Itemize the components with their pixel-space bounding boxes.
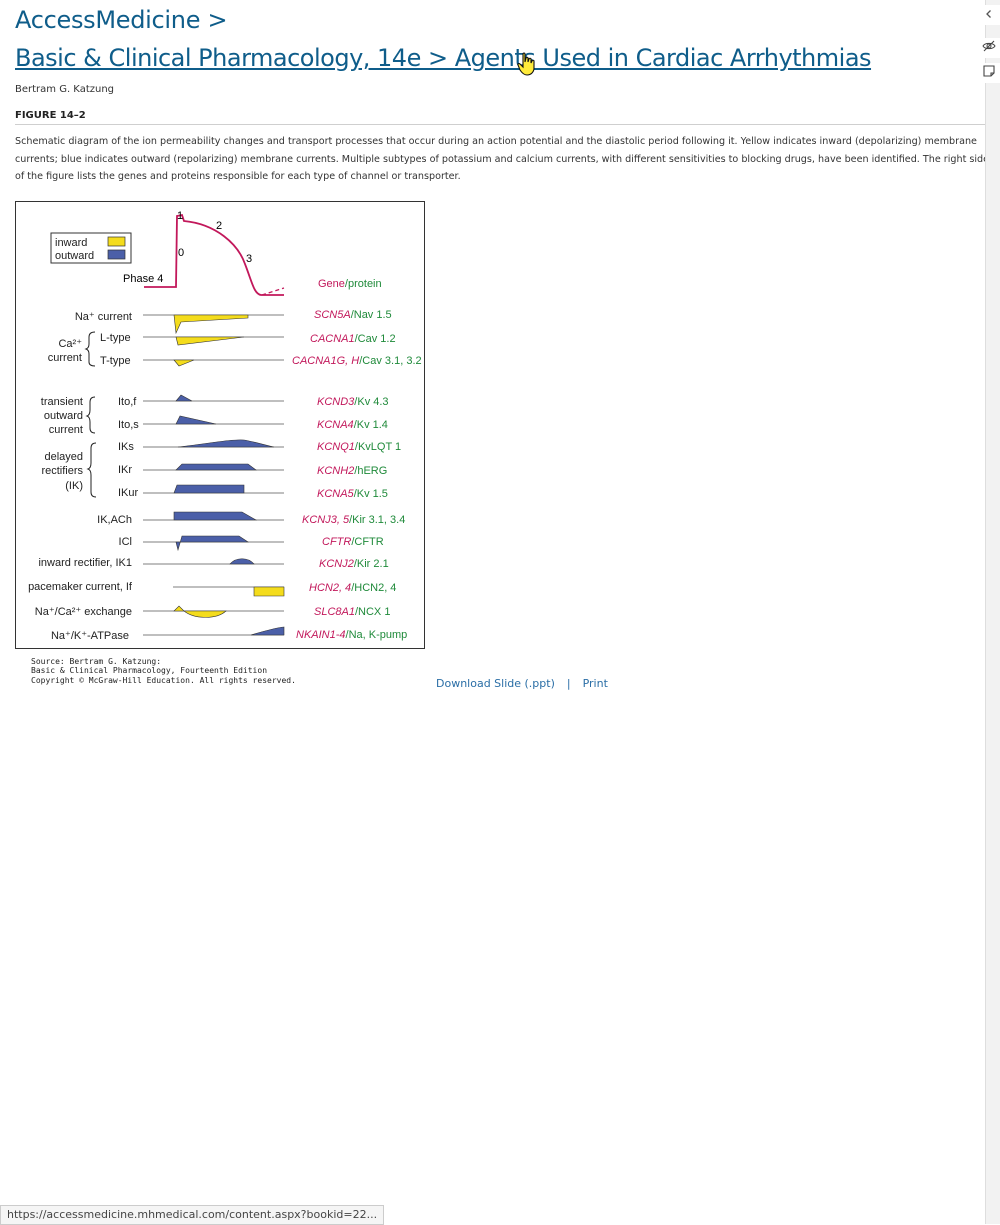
gene-hcn: HCN2, 4/HCN2, 4	[309, 582, 396, 594]
ca-t-type-shape	[173, 359, 195, 367]
iks-shape	[177, 439, 275, 448]
legend-outward-label: outward	[55, 250, 94, 262]
ik-ach-shape	[173, 511, 258, 521]
action-potential-trace	[144, 213, 284, 296]
ito-f-shape	[175, 394, 193, 402]
phase-1-label: 1	[177, 210, 183, 222]
hide-button[interactable]	[978, 38, 1000, 58]
gene-nkain: NKAIN1-4/Na, K-pump	[296, 629, 407, 641]
label-rectifiers: rectifiers	[41, 465, 83, 477]
legend-outward-swatch	[107, 249, 126, 260]
legend-inward-label: inward	[55, 237, 87, 249]
download-slide-link[interactable]: Download Slide (.ppt)	[436, 677, 555, 690]
status-bar-url: https://accessmedicine.mhmedical.com/con…	[0, 1205, 385, 1225]
ion-channel-diagram: inward outward 1 2 0 3 Phase 4 Gene/prot…	[28, 210, 422, 642]
legend-inward-swatch	[107, 236, 126, 247]
ca-l-type-shape	[175, 336, 245, 346]
label-iks: IKs	[118, 441, 134, 453]
separator: |	[566, 677, 571, 690]
phase-0-label: 0	[178, 247, 184, 259]
phase-4-label: Phase 4	[123, 273, 163, 285]
gene-slc8a1: SLC8A1/NCX 1	[314, 606, 390, 618]
divider	[15, 124, 1000, 125]
delayed-brace	[86, 442, 97, 498]
label-ncx: Na⁺/Ca²⁺ exchange	[35, 606, 132, 618]
gene-cftr: CFTR/CFTR	[322, 536, 384, 548]
source-line: Copyright © McGraw-Hill Education. All r…	[31, 675, 296, 685]
na-current-shape	[173, 314, 249, 335]
gene-kcnd3: KCND3/Kv 4.3	[317, 396, 389, 408]
note-button[interactable]	[978, 63, 1000, 83]
label-t-type: T-type	[100, 355, 131, 367]
gene-kcnq1: KCNQ1/KvLQT 1	[317, 441, 401, 453]
ito-s-shape	[175, 415, 217, 425]
pacemaker-depolarization-trace	[261, 287, 285, 296]
label-na-current: Na⁺ current	[75, 311, 132, 323]
figure-source: Source: Bertram G. Katzung: Basic & Clin…	[31, 657, 296, 685]
print-link[interactable]: Print	[582, 677, 608, 690]
label-ikur: IKur	[118, 487, 139, 499]
gene-protein-header: Gene/protein	[318, 278, 382, 290]
transient-brace	[85, 396, 96, 434]
collapse-panel-button[interactable]	[978, 5, 1000, 25]
label-ik-ach: IK,ACh	[97, 514, 132, 526]
label-ito-s: Ito,s	[118, 419, 139, 431]
gene-scn5a: SCN5A/Nav 1.5	[314, 309, 392, 321]
label-outward: outward	[44, 410, 83, 422]
breadcrumb[interactable]: Basic & Clinical Pharmacology, 14e > Age…	[15, 44, 872, 72]
icl-shape	[175, 535, 249, 552]
label-if: pacemaker current, If	[28, 581, 133, 593]
author: Bertram G. Katzung	[15, 84, 115, 95]
ncx-shape	[173, 605, 227, 618]
label-delayed: delayed	[44, 451, 83, 463]
label-na-k-atpase: Na⁺/K⁺-ATPase	[51, 630, 129, 642]
label-transient: transient	[41, 396, 83, 408]
if-shape	[253, 586, 285, 597]
label-ca: Ca²⁺	[58, 338, 82, 350]
source-line: Basic & Clinical Pharmacology, Fourteent…	[31, 666, 268, 676]
source-line: Source: Bertram G. Katzung:	[31, 657, 162, 666]
eye-off-icon	[982, 39, 996, 58]
figure-label: FIGURE 14–2	[15, 110, 86, 121]
label-ito-f: Ito,f	[118, 396, 137, 408]
site-title[interactable]: AccessMedicine >	[15, 6, 228, 34]
hand-cursor-icon	[517, 52, 537, 81]
gene-kcnj3: KCNJ3, 5/Kir 3.1, 3.4	[302, 514, 405, 526]
gene-kcna5: KCNA5/Kv 1.5	[317, 488, 388, 500]
gene-kcna4: KCNA4/Kv 1.4	[317, 419, 388, 431]
chevron-left-icon	[984, 6, 994, 24]
gene-kcnh2: KCNH2/hERG	[317, 465, 387, 477]
vertical-scrollbar[interactable]	[985, 0, 1000, 1224]
na-k-atpase-shape	[250, 626, 285, 636]
figure-image: inward outward 1 2 0 3 Phase 4 Gene/prot…	[15, 201, 425, 649]
label-current: current	[49, 424, 83, 436]
label-l-type: L-type	[100, 332, 131, 344]
sticky-note-icon	[982, 64, 996, 83]
ikr-shape	[175, 463, 257, 471]
ikur-shape	[173, 484, 245, 494]
phase-2-label: 2	[216, 220, 222, 232]
gene-cacna1: CACNA1/Cav 1.2	[310, 333, 396, 345]
phase-3-label: 3	[246, 253, 252, 265]
gene-cacna1g: CACNA1G, H/Cav 3.1, 3.2	[292, 355, 422, 367]
figure-caption: Schematic diagram of the ion permeabilit…	[15, 136, 990, 182]
gene-kcnj2: KCNJ2/Kir 2.1	[319, 558, 389, 570]
figure-actions: Download Slide (.ppt) | Print	[436, 677, 608, 690]
ik1-shape	[229, 558, 255, 565]
label-ik1: inward rectifier, IK1	[38, 557, 132, 569]
label-icl: ICl	[119, 536, 132, 548]
label-ca-current: current	[48, 352, 82, 364]
label-ik: (IK)	[65, 480, 83, 492]
label-ikr: IKr	[118, 464, 132, 476]
ca-brace	[84, 331, 96, 367]
